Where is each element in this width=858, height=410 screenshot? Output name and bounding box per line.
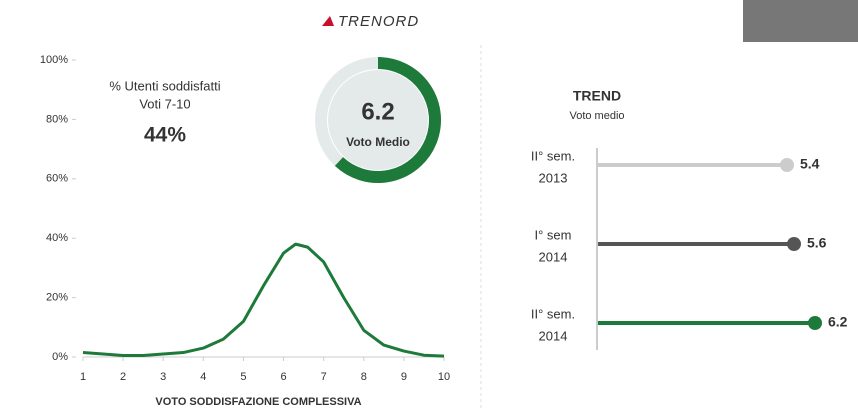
x-tick-label: 3: [160, 371, 166, 383]
trend-subtitle: Voto medio: [569, 110, 624, 122]
lollipop-dot: [787, 237, 801, 251]
logo: TRENORD: [338, 13, 419, 30]
gauge-label: Voto Medio: [346, 135, 410, 149]
x-tick-label: 8: [361, 371, 367, 383]
x-tick-label: 2: [120, 371, 126, 383]
category-label: 2014: [539, 249, 568, 264]
y-tick-label: 0%: [52, 351, 68, 363]
category-label: I° sem: [535, 227, 572, 242]
trend-title: TREND: [573, 88, 621, 104]
gauge-inner: [328, 70, 428, 170]
annotation-value: 44%: [144, 124, 186, 147]
y-tick-label: 100%: [40, 54, 68, 66]
x-tick-label: 4: [200, 371, 206, 383]
corner-box: [743, 0, 858, 42]
line: [82, 242, 445, 358]
lollipop-dot: [780, 158, 794, 172]
x-tick-label: 6: [280, 371, 286, 383]
annotation-title: % Utenti soddisfatti: [109, 78, 220, 93]
y-tick-label: 80%: [46, 113, 68, 125]
category-label: II° sem.: [531, 148, 575, 163]
category-label: 2013: [539, 170, 568, 185]
y-tick-label: 20%: [46, 292, 68, 304]
x-tick-label: 10: [438, 371, 450, 383]
category-label: 2014: [539, 328, 568, 343]
gauge-arc: [334, 57, 441, 183]
value-label: 5.6: [807, 235, 827, 251]
lollipop-dot: [808, 316, 822, 330]
value-label: 5.4: [800, 156, 820, 172]
annotation-subtitle: Voti 7-10: [139, 96, 190, 111]
y-tick-label: 60%: [46, 173, 68, 185]
logo-mark: [322, 16, 334, 26]
x-tick-label: 7: [321, 371, 327, 383]
x-tick-label: 1: [80, 371, 86, 383]
y-tick-label: 40%: [46, 232, 68, 244]
x-tick-label: 9: [401, 371, 407, 383]
value-label: 6.2: [828, 314, 848, 330]
category-label: II° sem.: [531, 306, 575, 321]
x-axis-label: VOTO SODDISFAZIONE COMPLESSIVA: [155, 396, 361, 408]
x-tick-label: 5: [240, 371, 246, 383]
gauge-value: 6.2: [361, 98, 394, 125]
